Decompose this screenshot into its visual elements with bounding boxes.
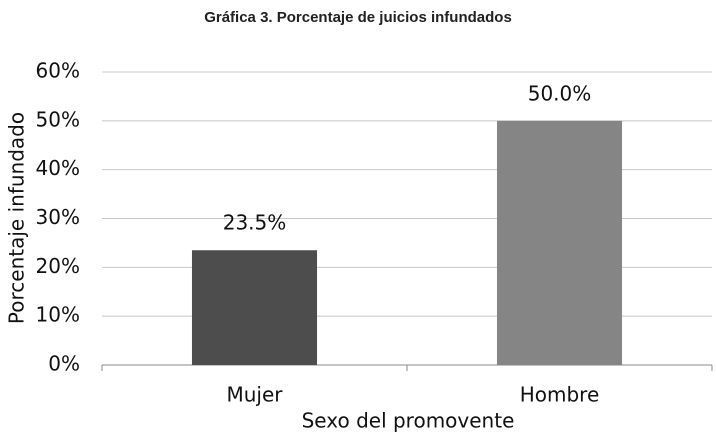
y-tick-label: 20%: [36, 254, 80, 278]
bar: [191, 250, 318, 365]
value-label: 23.5%: [223, 211, 287, 235]
bar: [496, 120, 623, 365]
y-tick-label: 10%: [36, 303, 80, 327]
value-label: 50.0%: [528, 81, 592, 105]
y-tick-label: 60%: [36, 59, 80, 83]
y-tick-label: 30%: [36, 205, 80, 229]
y-axis-label: Porcentaje infundado: [5, 112, 29, 324]
y-tick-label: 0%: [48, 352, 80, 376]
chart-title: Gráfica 3. Porcentaje de juicios infunda…: [204, 9, 512, 26]
y-tick-label: 40%: [36, 156, 80, 180]
y-tick-label: 50%: [36, 107, 80, 131]
x-tick-label: Hombre: [520, 383, 600, 407]
x-axis-label: Sexo del promovente: [302, 409, 515, 433]
x-tick-label: Mujer: [226, 383, 283, 407]
